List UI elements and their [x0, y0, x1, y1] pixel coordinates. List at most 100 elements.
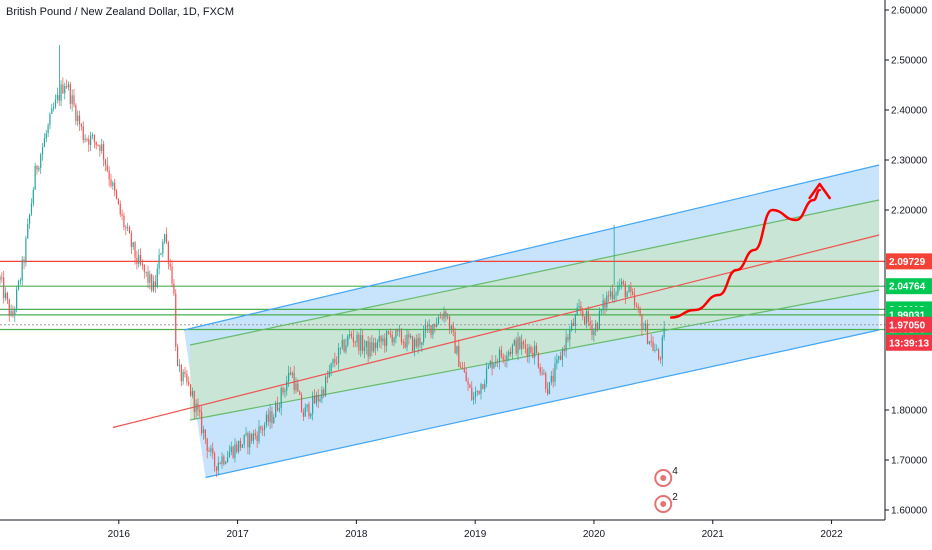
event-count: 4	[672, 466, 678, 477]
candle-body	[275, 402, 277, 418]
candle-body	[450, 325, 452, 330]
candle-body	[321, 389, 323, 400]
candle-body	[186, 373, 188, 382]
candle-body	[201, 412, 203, 433]
level-badge: 1.99031	[889, 310, 926, 321]
candle-body	[373, 342, 375, 352]
candle-body	[406, 334, 408, 348]
candle-body	[497, 361, 499, 363]
candle-body	[526, 348, 528, 357]
candle-body	[10, 310, 12, 316]
countdown-badge-bg	[886, 334, 932, 351]
candle-body	[8, 299, 10, 316]
candle-body	[617, 285, 619, 294]
event-count: 2	[672, 492, 678, 503]
candle-body	[99, 145, 101, 152]
price-tick-label: 1.60000	[891, 506, 928, 517]
candle-body	[371, 342, 373, 352]
candle-body	[247, 433, 249, 448]
candle-body	[232, 446, 234, 458]
candle-body	[188, 381, 190, 385]
candle-body	[117, 198, 119, 204]
candle-body	[362, 335, 364, 351]
candle-body	[600, 310, 602, 312]
candle-body	[545, 373, 547, 389]
candle-body	[635, 305, 637, 307]
candle-body	[515, 340, 517, 354]
price-tick-label: 1.80000	[891, 406, 928, 417]
candle-body	[410, 336, 412, 338]
candle-body	[49, 113, 51, 126]
candle-body	[482, 384, 484, 389]
candle-body	[66, 85, 68, 88]
candle-body	[265, 414, 267, 426]
candle-body	[189, 384, 192, 396]
candle-body	[650, 341, 652, 343]
candle-body	[537, 353, 539, 368]
candle-body	[478, 390, 480, 395]
channel-lower-line	[205, 329, 880, 479]
candle-body	[25, 238, 27, 263]
candle-body	[659, 358, 662, 360]
candle-body	[369, 342, 371, 357]
candle-body	[572, 322, 575, 326]
candle-body	[306, 404, 308, 408]
candle-body	[236, 444, 238, 452]
candle-body	[630, 286, 632, 292]
candle-body	[175, 293, 177, 347]
candle-body	[238, 440, 240, 452]
candle-body	[626, 292, 628, 298]
candle-body	[154, 281, 156, 287]
candle-body	[645, 323, 647, 329]
candle-body	[461, 367, 464, 369]
candle-body	[608, 295, 610, 297]
candle-body	[343, 340, 345, 352]
candle-body	[225, 462, 227, 464]
candle-body	[251, 433, 253, 441]
candle-body	[184, 371, 186, 374]
candle-body	[611, 291, 613, 299]
candle-body	[606, 295, 608, 308]
candle-body	[330, 363, 332, 372]
candle-body	[165, 234, 168, 243]
candle-body	[415, 339, 417, 347]
candle-body	[51, 108, 53, 114]
candle-body	[323, 389, 325, 396]
candle-body	[356, 334, 358, 343]
candle-body	[389, 332, 391, 335]
candle-body	[502, 356, 504, 360]
chart-title: British Pound / New Zealand Dollar, 1D, …	[6, 6, 235, 18]
candle-body	[30, 203, 33, 215]
candle-body	[145, 271, 147, 273]
candle-body	[326, 376, 329, 378]
candle-body	[534, 345, 536, 358]
candle-body	[554, 363, 556, 382]
candle-body	[128, 227, 131, 234]
candle-body	[613, 295, 615, 299]
current-price-badge: 1.97050	[889, 320, 926, 331]
candle-body	[276, 402, 279, 411]
candle-body	[437, 317, 440, 324]
level-badge-bg	[886, 278, 932, 295]
time-tick-label: 2016	[108, 529, 131, 540]
candle-body	[521, 341, 523, 349]
candle-body	[595, 323, 597, 331]
candle-body	[580, 306, 582, 312]
candle-body	[4, 292, 7, 299]
candle-body	[180, 365, 182, 382]
candle-body	[162, 241, 164, 254]
candle-body	[143, 264, 145, 272]
candle-body	[387, 331, 390, 333]
candle-body	[78, 115, 81, 125]
candle-body	[578, 306, 580, 308]
candle-body	[252, 433, 255, 441]
candle-body	[167, 242, 169, 264]
candle-body	[448, 316, 451, 330]
candle-body	[84, 139, 86, 141]
candle-body	[354, 341, 356, 343]
candle-body	[54, 99, 57, 108]
candle-body	[267, 414, 269, 422]
candle-body	[178, 365, 181, 367]
candle-body	[522, 341, 525, 345]
